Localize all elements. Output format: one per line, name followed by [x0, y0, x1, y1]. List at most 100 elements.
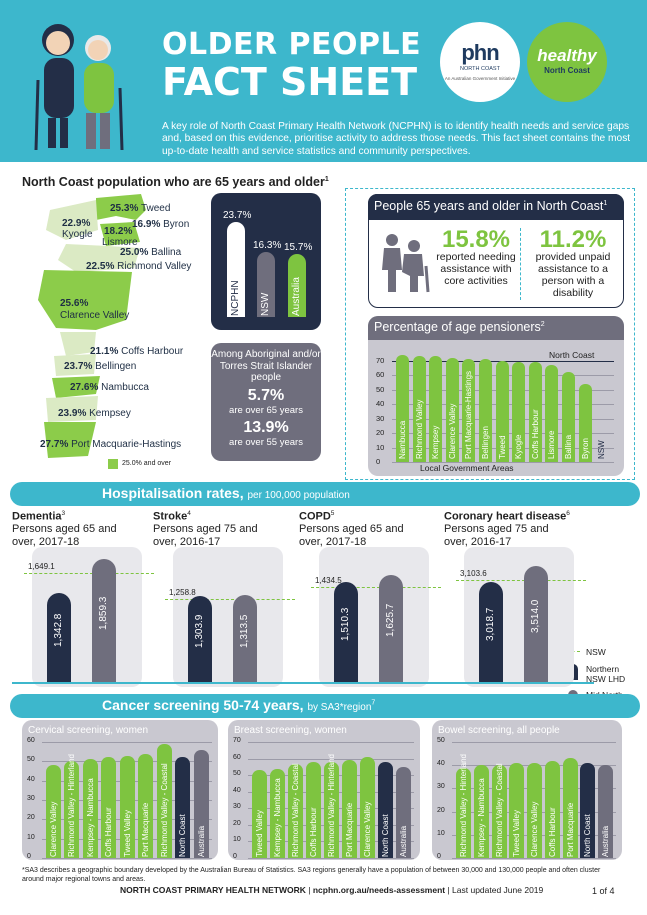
- age-bar-label: Ballina: [564, 434, 573, 459]
- cancer-bar-label: Clarence Valley: [363, 801, 372, 857]
- aboriginal-panel: Among Aboriginal and/or Torres Strait Is…: [211, 343, 321, 461]
- nambucca-value: 27.6%: [70, 382, 99, 393]
- map-label-byron: 16.9% Byron: [132, 219, 189, 230]
- cancer-bar-label: Port Macquarie: [141, 802, 151, 857]
- people65-stat2-value: 11.2%: [539, 226, 607, 253]
- hosp-bar: [233, 595, 257, 682]
- people65-stat1-value: 15.8%: [441, 226, 511, 253]
- cancer-bar: [119, 755, 135, 858]
- map-label-tweed: 25.3% Tweed: [110, 203, 170, 214]
- cancer-ytick: 50: [437, 737, 445, 744]
- age-bar-label: Richmond Valley: [414, 399, 424, 459]
- age-bar: [528, 361, 542, 462]
- age-bar: [429, 356, 443, 462]
- hosp-title: Coronary heart disease: [444, 510, 567, 523]
- age-bar-label: Port Macquarie-Hastings: [464, 370, 474, 459]
- cancer-bar-label: Richmond Valley - Hinterland: [327, 753, 336, 857]
- map-label-coffs: 21.1% Coffs Harbour: [90, 346, 183, 357]
- people65-stat1-text: reported needing assistance with core ac…: [436, 251, 516, 287]
- cancer-bar: [598, 765, 614, 858]
- cancer-bar: [544, 760, 560, 858]
- cancer-bar: [306, 761, 321, 858]
- cancer-ytick: 70: [233, 737, 241, 744]
- healthy-logo-text: healthy: [537, 46, 597, 65]
- aboriginal-heading: Among Aboriginal and/or Torres Strait Is…: [211, 349, 321, 383]
- cancer-bar-label: Coffs Harbour: [309, 807, 318, 857]
- intro-paragraph: A key role of North Coast Primary Health…: [162, 121, 631, 157]
- age-bar: [512, 361, 526, 462]
- age-bar-label: Bellingen: [481, 426, 490, 459]
- cancer-bar: [288, 763, 303, 858]
- tweed-name: Tweed: [140, 203, 171, 214]
- cancer-bar-label: Richmond Valley - Coastal: [159, 763, 169, 857]
- comparison-bar-value-ncphn: 23.7%: [223, 210, 252, 222]
- hosp-baseline: [299, 682, 449, 684]
- cancer-ytick: 30: [233, 803, 241, 811]
- phn-logo-text: phn: [461, 40, 499, 65]
- cancer-bar-label: Clarence Valley: [49, 801, 58, 857]
- cancer-bar-label: Kempsey - Nambucca: [476, 778, 486, 857]
- hosp-bar-value: 1,303.9: [194, 614, 205, 648]
- healthy-logo-sub: North Coast: [544, 66, 590, 75]
- page-number: 1 of 4: [592, 886, 615, 896]
- age-ytick: 0: [376, 457, 381, 466]
- age-bar: [396, 354, 409, 462]
- north-coast-map: [38, 194, 146, 458]
- footer-updated: Last updated June 2019: [452, 885, 544, 895]
- hosp-baseline: [444, 682, 594, 684]
- map-label-richmond-valley: 22.5% Richmond Valley: [86, 261, 191, 272]
- cancer-ytick: 40: [437, 760, 445, 768]
- cancer-bar-label: Port Macquarie: [565, 802, 575, 857]
- cancer-bar: [193, 749, 209, 858]
- cancer-bar-label: Kempsey - Nambucca: [85, 778, 95, 857]
- map-label-lismore-name: Lismore: [102, 237, 138, 248]
- map-label-nambucca: 27.6% Nambucca: [70, 382, 149, 393]
- cancer-bar-label: Tweed Valley: [255, 810, 264, 857]
- map-label-clarence: 25.6%: [60, 298, 88, 309]
- hosp-sup: 5: [330, 510, 335, 517]
- cancer-bar: [378, 761, 393, 858]
- comparison-bar-ncphn: [227, 222, 245, 317]
- age-bar: [462, 359, 476, 462]
- hosp-nsw-line: [24, 573, 154, 575]
- cancer-bar: [82, 759, 98, 858]
- hosp-baseline: [12, 682, 162, 684]
- age-ytick: 10: [376, 442, 385, 452]
- cancer-panel-title: Bowel screening, all people: [438, 725, 560, 736]
- hosp-nsw-value: 1,434.5: [315, 576, 342, 586]
- cancer-bar: [527, 762, 543, 858]
- hosp-sup: 3: [61, 510, 66, 517]
- hosp-bar: [479, 582, 503, 682]
- age-bar-label: Byron: [580, 438, 590, 459]
- comparison-bar-value-australia: 15.7%: [284, 242, 313, 254]
- age-gridline: [392, 462, 614, 463]
- footer-line: NORTH COAST PRIMARY HEALTH NETWORK | ncp…: [120, 885, 544, 895]
- comparison-bar-label-nsw: NSW: [260, 292, 271, 316]
- cancer-bar-label: Tweed Valley: [122, 810, 132, 857]
- cancer-bar: [396, 766, 411, 858]
- hosp-header-0: Dementia3 Persons aged 65 and over, 2017-…: [12, 508, 142, 548]
- hosp-nsw-line: [165, 598, 295, 600]
- hosp-sup: 6: [566, 510, 570, 517]
- age-bar-label: Kempsey: [431, 425, 441, 459]
- phn-logo-note: An Australian Government Initiative: [444, 76, 516, 81]
- cancer-bar-label: Tweed Valley: [512, 810, 522, 857]
- age-bar-label: Tweed: [497, 435, 507, 459]
- cancer-bar: [46, 765, 61, 858]
- age-pensioners-title-sup: 2: [540, 320, 545, 328]
- cancer-ytick: 10: [437, 829, 445, 837]
- aboriginal-sub-65: are over 65 years: [229, 404, 303, 416]
- footer-site[interactable]: ncphn.org.au/needs-assessment: [312, 885, 446, 895]
- title-line-2: FACT SHEET: [162, 60, 418, 104]
- legend-nsw-label: NSW: [586, 647, 606, 657]
- phn-logo-sub: NORTH COAST: [460, 66, 500, 72]
- kempsey-value: 23.9%: [58, 408, 87, 419]
- cancer-ytick: 0: [233, 853, 237, 860]
- hosp-bar-value: 3,514.0: [530, 599, 541, 634]
- hosp-bar: [379, 574, 403, 682]
- hosp-desc: Persons aged 65 and over, 2017-18: [299, 523, 404, 548]
- cancer-bar-label: Australia: [601, 825, 611, 857]
- cancer-bar-label: Kempsey - Nambucca: [273, 778, 282, 857]
- cancer-bar-label: North Coast: [178, 814, 188, 857]
- cancer-gridline: [452, 858, 616, 859]
